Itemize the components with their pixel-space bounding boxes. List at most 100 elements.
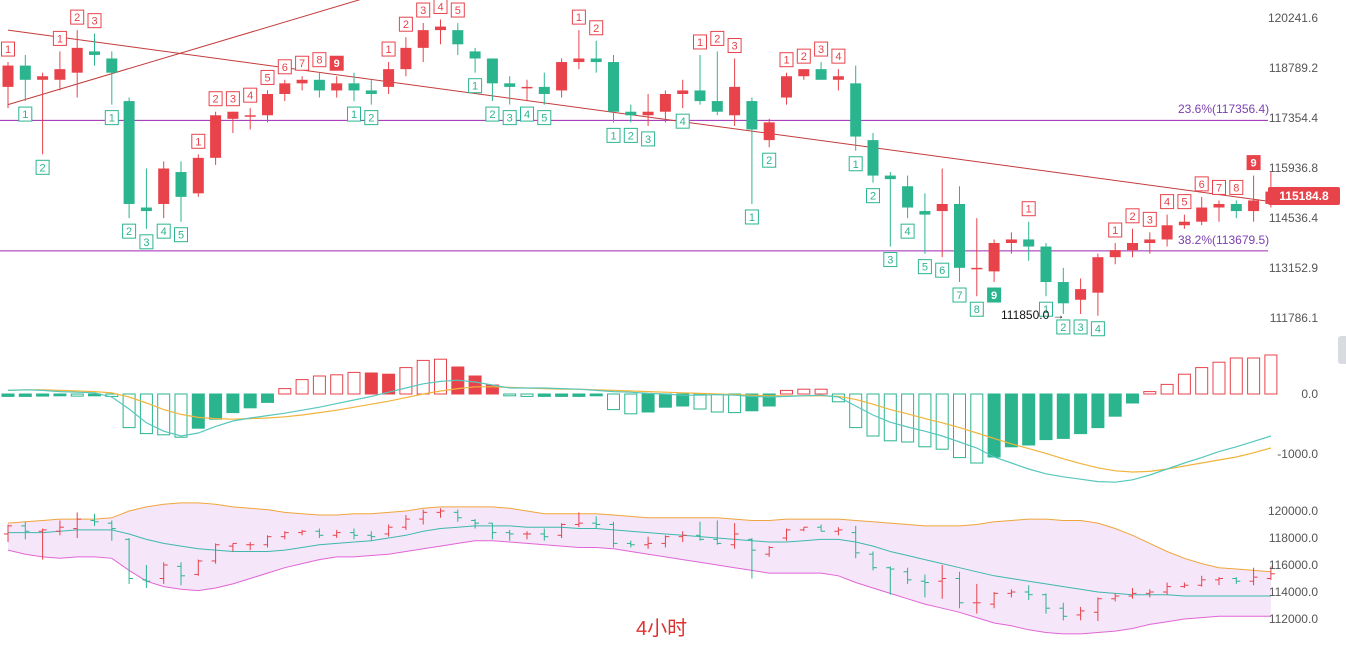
td-count-label: 1 (576, 12, 582, 24)
macd-histogram-bar (278, 388, 292, 395)
candle-body (1230, 203, 1242, 212)
candle-body (365, 90, 377, 94)
macd-histogram-bar (191, 393, 205, 429)
td-count-box (174, 227, 188, 243)
macd-histogram-bar (382, 373, 396, 395)
macd-histogram-bar (261, 393, 274, 403)
candle-body (54, 69, 66, 80)
candle-body (936, 203, 948, 212)
td-count-label: 2 (489, 109, 495, 121)
td-count-box (52, 30, 67, 46)
td-count-label: 2 (870, 191, 876, 203)
candle-body (1127, 242, 1138, 251)
td-count-label: 6 (1199, 179, 1205, 191)
td-count-label: 3 (230, 94, 236, 106)
td-count-label: 3 (1078, 322, 1084, 334)
td-count-box (848, 156, 863, 172)
macd-histogram-bar (831, 393, 845, 403)
td-count-box (364, 110, 379, 126)
candle-body (313, 79, 325, 91)
macd-histogram-bar (814, 388, 828, 395)
candle-body (1075, 289, 1087, 300)
td-count-label: 4 (247, 90, 253, 102)
macd-histogram-bar (70, 393, 84, 397)
candle-body (296, 79, 308, 84)
candle-body (1161, 225, 1173, 240)
candle-body (832, 76, 844, 80)
td-count-label: 5 (541, 113, 547, 125)
bollinger-upper-line (7, 502, 1271, 573)
macd-histogram-bar (918, 393, 932, 448)
fib-level-label: 23.6%(117356.4) (1178, 102, 1270, 116)
macd-histogram-bar (624, 393, 638, 415)
td-count-box (295, 55, 310, 71)
td-count-box (398, 16, 413, 32)
candle-body (659, 93, 671, 112)
td-count-label: 7 (956, 290, 962, 302)
td-count-label: 1 (853, 159, 859, 171)
macd-tick-label: 0.0 (1301, 387, 1318, 401)
macd-panel (1, 354, 1278, 483)
macd-histogram-bar (1177, 373, 1191, 395)
td-count-box (104, 110, 119, 126)
candle-body (884, 175, 896, 180)
td-count-box (502, 110, 517, 126)
macd-histogram-bar (157, 393, 171, 436)
candle-body (1092, 257, 1104, 293)
macd-histogram-bar (1108, 393, 1122, 417)
boll-tick-label: 112000.0 (1268, 612, 1318, 626)
candle-body (192, 157, 204, 194)
td-count-box (1021, 201, 1036, 217)
td-count-label: 3 (143, 237, 149, 249)
td-count-box (18, 106, 33, 122)
td-count-box (693, 34, 707, 50)
candle-body (625, 111, 637, 116)
candle-body (815, 69, 827, 80)
td-count-label: 2 (766, 155, 772, 167)
td-count-box (883, 252, 898, 268)
td-count-box (450, 2, 465, 18)
price-tick-label: 111786.1 (1269, 311, 1318, 325)
candle-body (1248, 200, 1260, 212)
macd-histogram-bar (1212, 361, 1226, 395)
td-count-box (935, 262, 950, 278)
candle-body (902, 186, 914, 208)
macd-histogram-bar (849, 393, 863, 429)
candle-body (642, 111, 654, 116)
macd-histogram-bar (1074, 393, 1088, 435)
macd-histogram-bar (1160, 383, 1174, 395)
td-count-label: 7 (299, 58, 305, 70)
td-count-box (623, 127, 638, 143)
td-count-label: 2 (1060, 322, 1066, 334)
panel-resize-handle[interactable] (1338, 336, 1346, 364)
td-count-label: 2 (403, 19, 409, 31)
td-count-box (1, 41, 15, 57)
td-count-box (796, 48, 811, 64)
macd-histogram-bar (607, 393, 620, 411)
candle-body (1196, 207, 1208, 222)
td-count-box (1177, 194, 1192, 210)
bollinger-lower-line (7, 540, 1271, 635)
td-count-box (139, 234, 154, 250)
td-count-label: 2 (1129, 211, 1135, 223)
td-count-box (208, 91, 223, 107)
candle-body (37, 76, 49, 80)
candle-body (1144, 239, 1156, 243)
td-count-box (744, 209, 759, 225)
td-count-label: 1 (22, 109, 28, 121)
candle-body (746, 101, 758, 130)
td-count-label: 7 (1216, 182, 1222, 194)
td-count-label: 8 (974, 304, 980, 316)
candle-body (1213, 203, 1225, 208)
td-count-box (520, 106, 534, 122)
td-count-label: 5 (1181, 197, 1187, 209)
macd-histogram-bar (1229, 357, 1243, 395)
candle-body (677, 90, 689, 94)
macd-histogram-bar (18, 393, 32, 397)
candle-body (763, 122, 775, 141)
td-count-label: 3 (420, 5, 426, 17)
td-count-box (87, 13, 102, 29)
macd-histogram-bar (53, 393, 67, 397)
td-count-box (1108, 222, 1123, 238)
